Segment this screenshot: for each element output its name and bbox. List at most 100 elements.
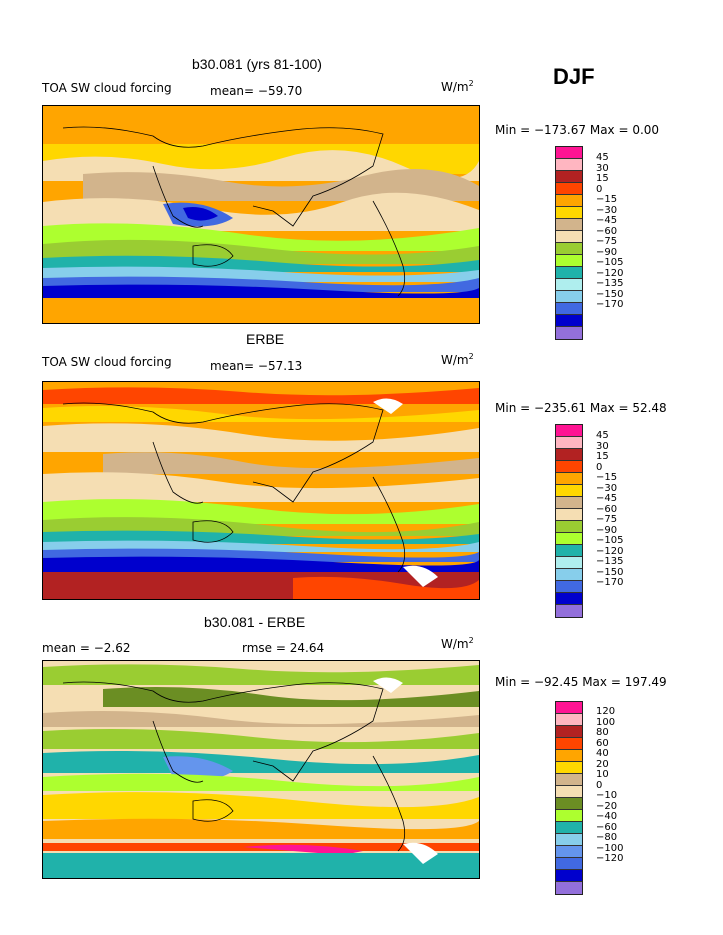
colorbar-tick-label: −90 [596, 524, 618, 536]
colorbar-tick-label: −40 [596, 811, 618, 822]
panel-3-minmax: Min = −92.45 Max = 197.49 [495, 675, 667, 689]
colorbar-swatch [556, 509, 582, 521]
colorbar-tick-label: −150 [596, 288, 624, 300]
colorbar-swatch [556, 497, 582, 509]
colorbar-swatch [556, 882, 582, 894]
colorbar-swatch [556, 183, 582, 195]
colorbar-tick-label: 45 [596, 430, 609, 441]
panel-1-colorbar [555, 146, 583, 340]
colorbar-tick-label: −75 [596, 514, 618, 525]
panel-2-colorbar-ticks: 45 30 15 0 −15 −30 −45 −60 −75 −90 −105 −120 −135 −15… [596, 430, 624, 589]
colorbar-swatch [556, 786, 582, 798]
panel-1-title: b30.081 (yrs 81-100) [192, 56, 322, 72]
colorbar-swatch [556, 219, 582, 231]
colorbar-swatch [556, 569, 582, 581]
colorbar-swatch [556, 255, 582, 267]
panel-3-units: W/m2 [441, 636, 474, 651]
colorbar-swatch [556, 557, 582, 569]
colorbar-tick-label: −120 [596, 853, 624, 864]
colorbar-tick-label: −150 [596, 566, 624, 578]
panel-2-map [42, 381, 480, 600]
colorbar-swatch [556, 605, 582, 617]
panel-3-title: b30.081 - ERBE [204, 614, 306, 630]
colorbar-tick-label: 30 [596, 440, 609, 452]
panel-2-colorbar [555, 424, 583, 618]
panel-3-map [42, 660, 480, 879]
colorbar-tick-label: −100 [596, 842, 624, 854]
colorbar-tick-label: −105 [596, 257, 624, 268]
colorbar-swatch [556, 159, 582, 171]
colorbar-tick-label: 0 [596, 779, 603, 791]
colorbar-tick-label: −15 [596, 194, 618, 205]
colorbar-tick-label: −60 [596, 225, 618, 237]
colorbar-tick-label: −120 [596, 267, 624, 279]
panel-2-variable-label: TOA SW cloud forcing [42, 355, 172, 369]
colorbar-tick-label: 30 [596, 162, 609, 174]
colorbar-swatch [556, 195, 582, 207]
panel-3-mean-label: mean = −2.62 [42, 641, 131, 655]
colorbar-tick-label: 20 [596, 758, 609, 770]
colorbar-swatch [556, 243, 582, 255]
colorbar-tick-label: −90 [596, 246, 618, 258]
colorbar-tick-label: −75 [596, 236, 618, 247]
colorbar-swatch [556, 834, 582, 846]
colorbar-tick-label: 0 [596, 183, 603, 195]
colorbar-swatch [556, 593, 582, 605]
colorbar-tick-label: −135 [596, 278, 624, 289]
colorbar-swatch [556, 425, 582, 437]
colorbar-swatch [556, 327, 582, 339]
colorbar-swatch [556, 485, 582, 497]
colorbar-tick-label: −45 [596, 493, 618, 504]
colorbar-tick-label: −10 [596, 790, 618, 801]
panel-2-title: ERBE [246, 331, 285, 347]
colorbar-tick-label: −30 [596, 482, 618, 494]
colorbar-swatch [556, 473, 582, 485]
colorbar-swatch [556, 521, 582, 533]
colorbar-swatch [556, 846, 582, 858]
colorbar-swatch [556, 581, 582, 593]
colorbar-swatch [556, 315, 582, 327]
colorbar-swatch [556, 171, 582, 183]
colorbar-swatch [556, 545, 582, 557]
colorbar-tick-label: 60 [596, 737, 609, 749]
colorbar-tick-label: −80 [596, 832, 618, 843]
colorbar-swatch [556, 461, 582, 473]
colorbar-swatch [556, 714, 582, 726]
colorbar-tick-label: −60 [596, 503, 618, 515]
colorbar-swatch [556, 798, 582, 810]
colorbar-tick-label: 120 [596, 706, 616, 717]
panel-3-rmse-label: rmse = 24.64 [242, 641, 325, 655]
panel-3-colorbar [555, 701, 583, 895]
colorbar-swatch [556, 738, 582, 750]
colorbar-swatch [556, 870, 582, 882]
colorbar-tick-label: −170 [596, 577, 624, 588]
panel-2-units: W/m2 [441, 352, 474, 367]
colorbar-tick-label: −30 [596, 204, 618, 216]
colorbar-tick-label: −60 [596, 821, 618, 833]
colorbar-tick-label: 15 [596, 173, 609, 184]
colorbar-tick-label: 45 [596, 152, 609, 163]
colorbar-swatch [556, 774, 582, 786]
colorbar-tick-label: −45 [596, 215, 618, 226]
colorbar-tick-label: −170 [596, 299, 624, 310]
panel-2-minmax: Min = −235.61 Max = 52.48 [495, 401, 667, 415]
colorbar-tick-label: 10 [596, 769, 609, 780]
colorbar-tick-label: 0 [596, 461, 603, 473]
panel-3-colorbar-ticks: 120 100 80 60 40 20 10 0 −10 −20 −40 −60 −80 −100 −120 [596, 706, 624, 865]
colorbar-swatch [556, 810, 582, 822]
colorbar-swatch [556, 750, 582, 762]
colorbar-tick-label: −105 [596, 535, 624, 546]
panel-2-mean-label: mean= −57.13 [210, 359, 303, 373]
colorbar-swatch [556, 147, 582, 159]
colorbar-tick-label: 80 [596, 727, 609, 738]
panel-1-minmax: Min = −173.67 Max = 0.00 [495, 123, 660, 137]
season-label: DJF [553, 64, 595, 89]
colorbar-tick-label: −20 [596, 800, 618, 812]
colorbar-swatch [556, 437, 582, 449]
colorbar-swatch [556, 207, 582, 219]
colorbar-tick-label: −15 [596, 472, 618, 483]
colorbar-swatch [556, 279, 582, 291]
colorbar-swatch [556, 303, 582, 315]
panel-1-variable-label: TOA SW cloud forcing [42, 81, 172, 95]
colorbar-swatch [556, 726, 582, 738]
